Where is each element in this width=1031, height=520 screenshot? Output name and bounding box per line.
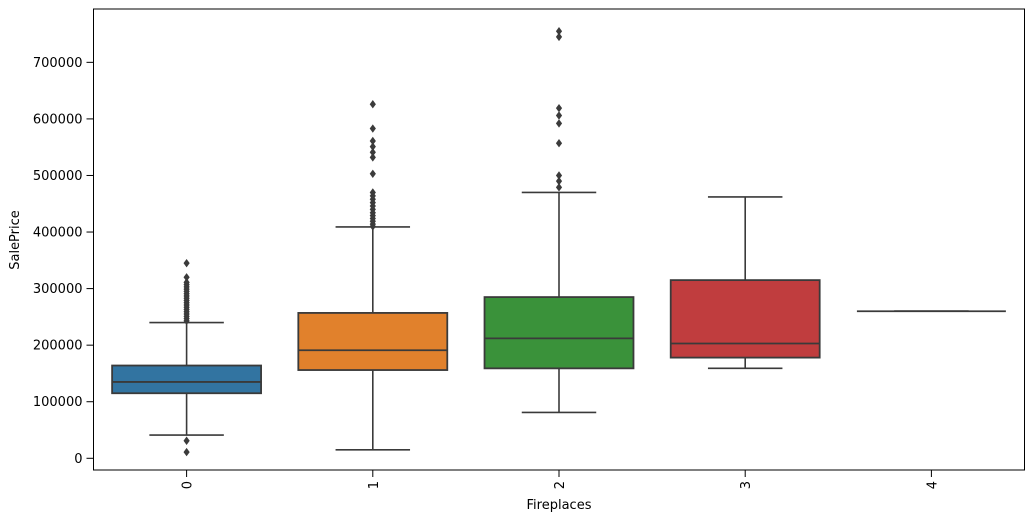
y-tick-label: 400000 bbox=[33, 226, 83, 241]
x-axis-label: Fireplaces bbox=[527, 498, 592, 513]
outlier-point bbox=[183, 447, 190, 457]
y-tick-label: 0 bbox=[74, 452, 82, 467]
outlier-point bbox=[369, 142, 376, 151]
plot-dynamic-layer: 0 100000 200000 300000 400000 500000 600000 700… bbox=[33, 8, 1025, 489]
box-group-3 bbox=[669, 196, 821, 370]
outlier-point bbox=[555, 103, 563, 113]
y-axis-label: SalePrice bbox=[8, 210, 23, 270]
box-group-0 bbox=[111, 258, 262, 457]
outlier-point bbox=[555, 27, 563, 36]
y-tick-label: 100000 bbox=[33, 395, 83, 410]
box-group-1 bbox=[297, 99, 449, 451]
outlier-point bbox=[369, 169, 376, 178]
x-tick-label: 0 bbox=[181, 481, 196, 489]
box bbox=[111, 364, 262, 395]
outlier-point bbox=[369, 124, 376, 133]
outlier-point bbox=[369, 136, 376, 146]
x-tick-label: 3 bbox=[739, 481, 754, 489]
outlier-point bbox=[555, 111, 563, 120]
outlier-point bbox=[369, 153, 376, 162]
y-tick-label: 500000 bbox=[33, 169, 83, 184]
y-tick-label: 600000 bbox=[33, 112, 83, 127]
outlier-point bbox=[369, 222, 376, 231]
x-tick-label: 1 bbox=[367, 481, 382, 489]
outlier-point bbox=[369, 99, 376, 109]
box-group-2 bbox=[483, 27, 635, 414]
outlier-point bbox=[555, 32, 563, 42]
outlier-point bbox=[183, 316, 190, 326]
outlier-point bbox=[183, 436, 190, 445]
outlier-point bbox=[183, 258, 190, 268]
x-tick-label: 2 bbox=[553, 481, 568, 489]
box bbox=[483, 296, 635, 370]
outlier-point bbox=[369, 148, 376, 157]
outlier-point bbox=[555, 176, 563, 186]
box bbox=[297, 312, 449, 371]
y-tick-label: 200000 bbox=[33, 339, 83, 354]
box bbox=[669, 279, 821, 359]
outlier-point bbox=[555, 183, 563, 192]
outlier-point bbox=[555, 119, 563, 128]
outlier-point bbox=[183, 273, 190, 282]
outlier-point bbox=[555, 139, 563, 148]
y-tick-label: 300000 bbox=[33, 282, 83, 297]
outlier-point bbox=[555, 171, 563, 180]
x-tick-label: 4 bbox=[925, 481, 940, 489]
y-tick-label: 700000 bbox=[33, 56, 83, 71]
